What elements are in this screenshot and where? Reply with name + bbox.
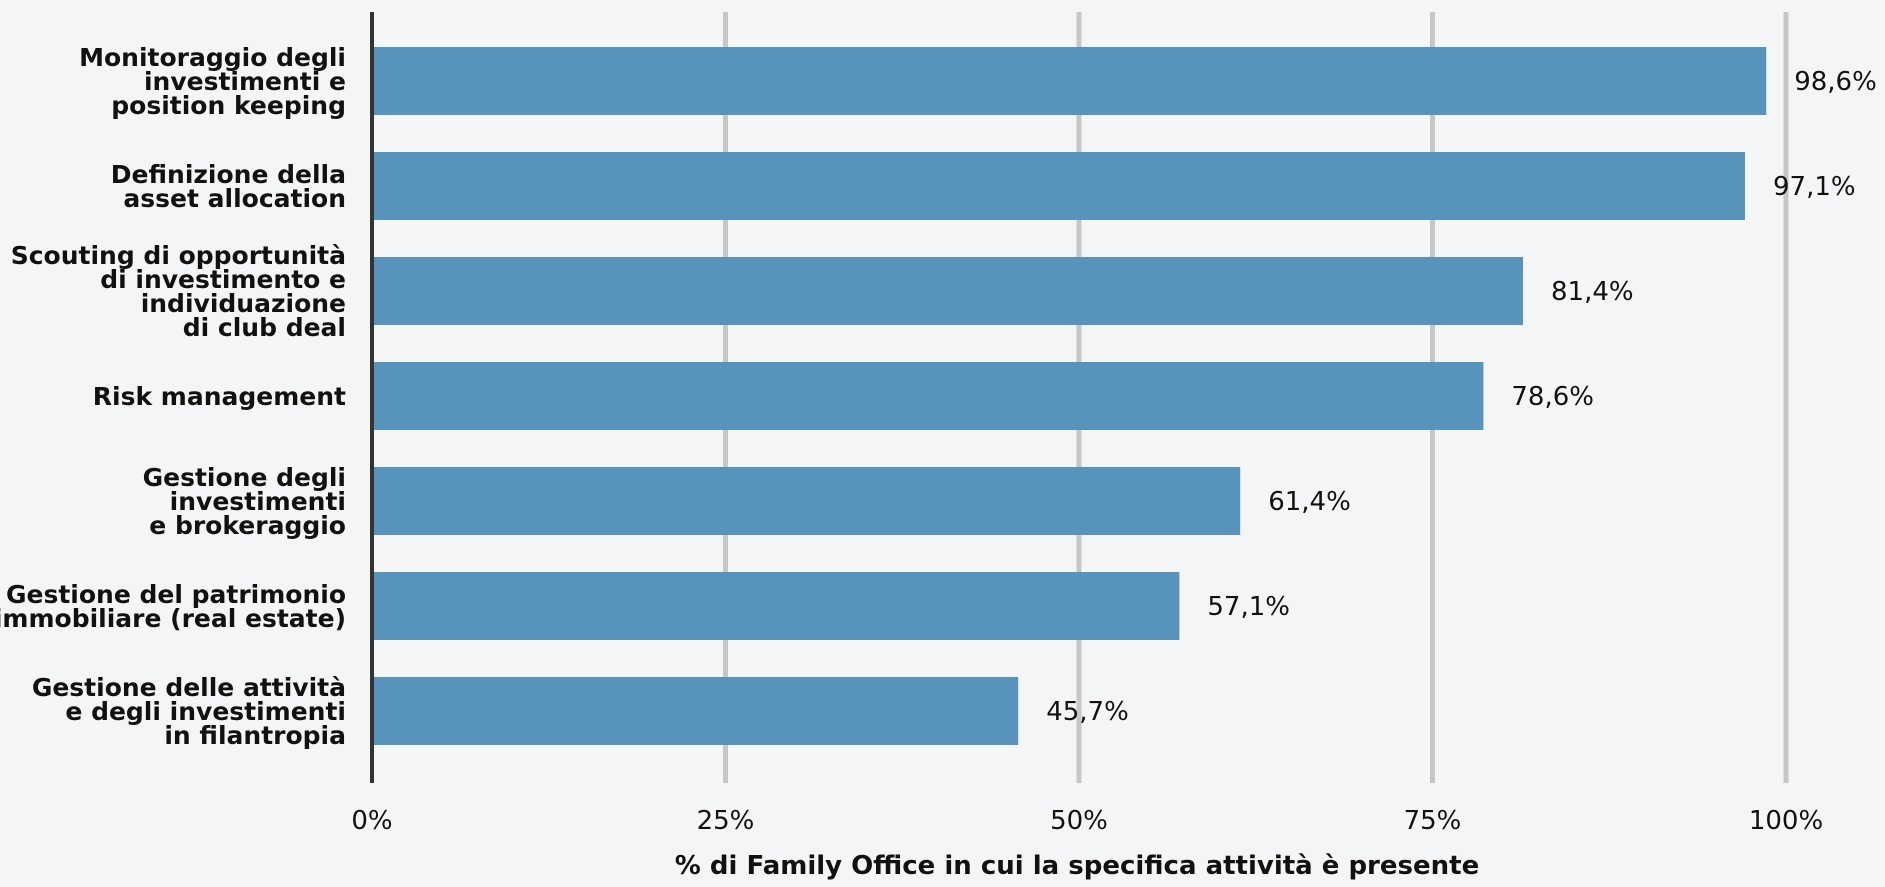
category-label-5: Gestione del patrimonio immobiliare (real… — [0, 580, 346, 633]
bar-3 — [372, 362, 1484, 430]
x-axis-title: % di Family Office in cui la specifica a… — [675, 851, 1479, 881]
bar-4 — [372, 467, 1241, 535]
bar-0 — [372, 47, 1767, 115]
value-label-5: 57,1% — [1207, 592, 1290, 622]
category-label-3: Risk management — [93, 382, 346, 411]
x-tick-label-0: 0% — [351, 806, 392, 836]
value-label-0: 98,6% — [1794, 67, 1877, 97]
value-label-2: 81,4% — [1551, 277, 1634, 307]
x-tick-label-50: 50% — [1050, 806, 1108, 836]
bars — [372, 47, 1767, 745]
category-label-0: Monitoraggio degli investimenti e position… — [79, 43, 346, 120]
x-tick-label-25: 25% — [697, 806, 755, 836]
bar-5 — [372, 572, 1180, 640]
bar-1 — [372, 152, 1745, 220]
x-tick-label-75: 75% — [1404, 806, 1462, 836]
value-label-4: 61,4% — [1268, 487, 1351, 517]
category-labels: Monitoraggio degli investimenti e position… — [0, 43, 346, 750]
bar-2 — [372, 257, 1523, 325]
bar-6 — [372, 677, 1019, 745]
category-label-6: Gestione delle attività e degli investime… — [32, 673, 346, 750]
category-label-2: Scouting di opportunità di investimento e… — [11, 241, 346, 342]
value-label-1: 97,1% — [1773, 172, 1856, 202]
value-labels: 98,6% 97,1% 81,4% 78,6% 61,4% 57,1% 45,7% — [1046, 67, 1877, 727]
x-tick-label-100: 100% — [1749, 806, 1823, 836]
category-label-4: Gestione degli investimenti e brokeraggio — [143, 463, 346, 540]
value-label-3: 78,6% — [1511, 382, 1594, 412]
category-label-1: Definizione della asset allocation — [111, 160, 346, 213]
value-label-6: 45,7% — [1046, 697, 1129, 727]
x-tick-labels: 0% 25% 50% 75% 100% — [351, 806, 1823, 836]
